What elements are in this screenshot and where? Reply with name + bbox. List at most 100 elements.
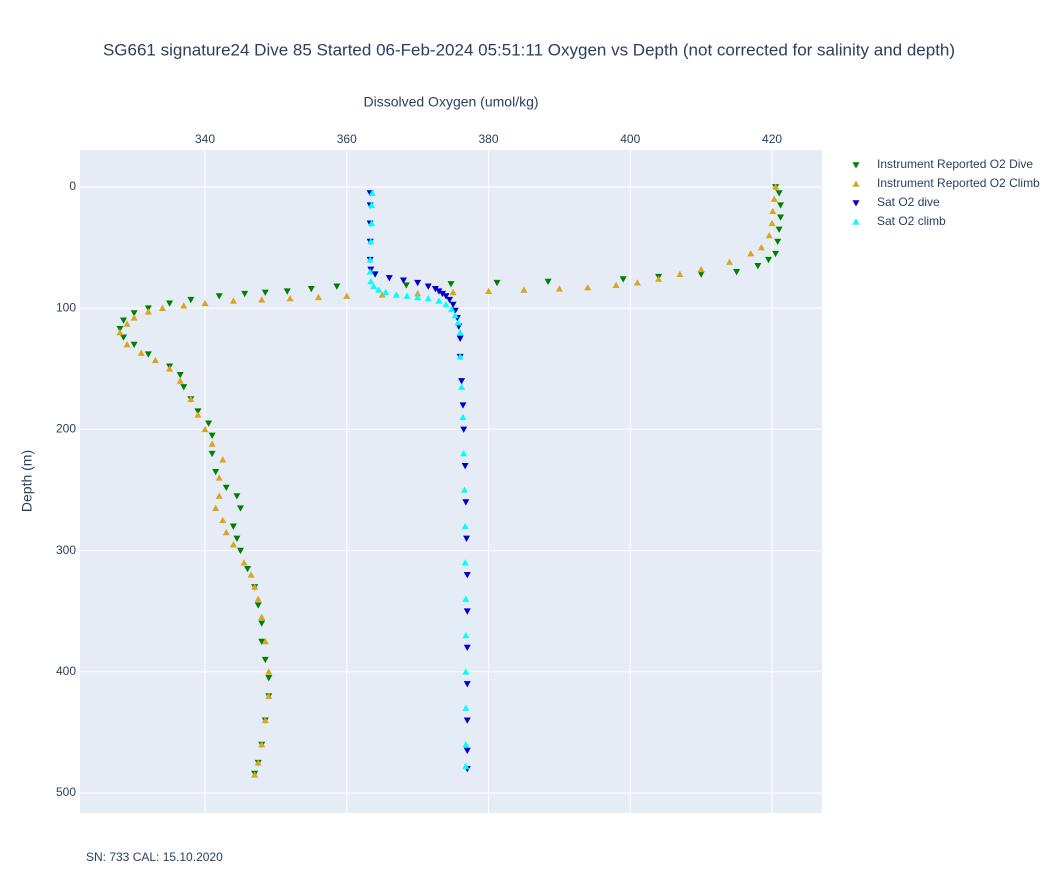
point <box>462 704 470 711</box>
point <box>215 474 223 481</box>
point <box>493 279 501 287</box>
point <box>446 296 454 304</box>
point <box>458 378 466 385</box>
point <box>431 285 439 293</box>
point <box>258 741 266 748</box>
point <box>697 271 705 278</box>
point <box>757 244 765 251</box>
point <box>236 547 244 555</box>
legend-marker <box>852 218 860 225</box>
point <box>144 308 152 315</box>
point <box>451 311 459 319</box>
point <box>120 334 128 341</box>
y-tick-label: 500 <box>56 785 76 799</box>
point <box>229 297 237 304</box>
point <box>123 341 131 348</box>
legend: Instrument Reported O2 Dive Instrument Re… <box>852 157 1040 228</box>
point <box>222 528 230 536</box>
point <box>769 207 777 215</box>
point <box>208 440 216 447</box>
point <box>261 716 269 724</box>
point <box>424 294 432 302</box>
point <box>166 300 174 307</box>
point <box>258 620 266 627</box>
point <box>774 238 782 246</box>
point <box>448 305 456 313</box>
point <box>176 372 184 379</box>
point <box>619 276 627 283</box>
point <box>201 299 209 307</box>
point <box>229 523 237 530</box>
point <box>462 595 470 602</box>
point <box>212 469 220 476</box>
point <box>414 290 422 297</box>
point <box>461 462 469 470</box>
x-axis-title: Dissolved Oxygen (umol/kg) <box>363 94 538 110</box>
point <box>414 279 422 287</box>
point <box>463 681 471 688</box>
point <box>584 284 592 291</box>
point <box>754 262 762 270</box>
point <box>461 559 469 566</box>
point <box>371 271 379 278</box>
y-tick-label: 100 <box>56 300 76 314</box>
point <box>240 559 248 566</box>
legend-label: Sat O2 climb <box>877 214 946 228</box>
legend-label: Instrument Reported O2 Dive <box>877 157 1033 171</box>
point <box>772 250 780 258</box>
point <box>166 365 174 372</box>
point <box>777 202 785 209</box>
point <box>130 341 138 349</box>
point <box>370 282 378 290</box>
point <box>777 214 785 221</box>
point <box>251 583 259 590</box>
point <box>442 293 450 300</box>
point <box>463 644 471 652</box>
point <box>460 426 468 433</box>
point <box>463 572 471 579</box>
point <box>116 328 124 336</box>
point <box>265 692 273 699</box>
marks <box>116 183 785 778</box>
y-tick-label: 0 <box>69 179 76 193</box>
point <box>454 319 462 326</box>
point <box>283 288 291 295</box>
legend-marker <box>852 200 860 207</box>
point <box>403 292 411 299</box>
point <box>438 290 446 298</box>
point <box>424 283 432 290</box>
point <box>435 288 443 295</box>
legend-label: Instrument Reported O2 Climb <box>877 176 1040 190</box>
point <box>449 301 457 309</box>
point <box>208 450 216 458</box>
point <box>368 189 376 196</box>
legend-marker <box>852 162 860 169</box>
point <box>251 771 259 778</box>
point <box>770 195 778 202</box>
point <box>258 613 266 621</box>
point <box>215 293 223 300</box>
point <box>775 226 783 233</box>
point <box>555 285 563 292</box>
point <box>458 383 466 390</box>
point <box>123 320 131 327</box>
point <box>137 349 145 356</box>
point <box>201 425 209 433</box>
y-tick-label: 400 <box>56 664 76 678</box>
point <box>463 608 471 615</box>
point <box>747 250 755 257</box>
point <box>382 288 390 296</box>
point <box>435 297 443 304</box>
point <box>158 304 166 311</box>
point <box>130 314 138 321</box>
point <box>187 296 195 304</box>
point <box>462 631 470 639</box>
point <box>697 265 705 273</box>
y-tick-label: 200 <box>56 422 76 436</box>
chart-title: SG661 signature24 Dive 85 Started 06-Feb… <box>103 40 955 59</box>
x-tick-label: 400 <box>620 132 640 146</box>
point <box>241 290 249 298</box>
point <box>222 484 230 492</box>
point <box>236 505 244 512</box>
